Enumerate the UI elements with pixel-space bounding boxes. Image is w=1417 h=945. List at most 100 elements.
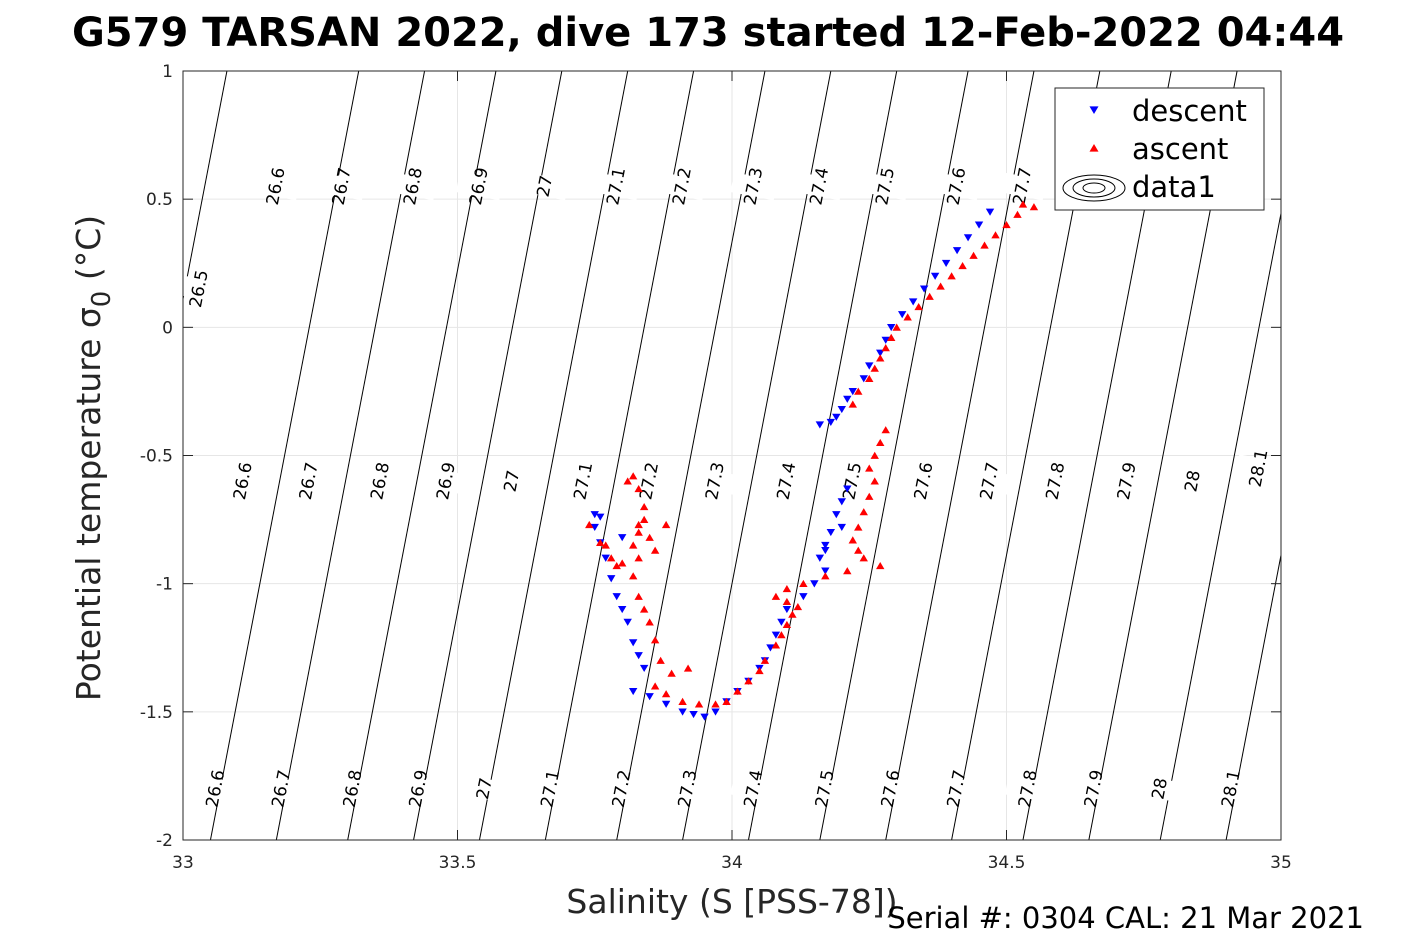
ascent-point [876, 561, 885, 570]
ascent-point [859, 554, 868, 562]
contour-line-26.9 [413, 71, 563, 840]
ascent-point [650, 682, 660, 690]
contour-label: 26.9 [466, 166, 493, 207]
ascent-point [876, 354, 885, 362]
descent-point [766, 644, 775, 652]
descent-point [919, 285, 929, 293]
contour-label: 27 [533, 174, 557, 199]
descent-point [799, 593, 808, 601]
ascent-point [634, 554, 643, 562]
descent-point [974, 221, 984, 229]
ascent-point [771, 641, 781, 649]
x-axis-ticks: 33 33.5 34 34.5 35 [172, 71, 1292, 873]
descent-point [596, 513, 605, 521]
serial-calibration-text: Serial #: 0304 CAL: 21 Mar 2021 [887, 901, 1364, 935]
contour-label-bg [1235, 454, 1283, 483]
contour-label: 28 [1148, 776, 1172, 801]
y-tick-label: -2 [156, 831, 173, 851]
x-tick-label: 33 [172, 853, 194, 873]
contour-label-bg [1208, 774, 1256, 803]
legend-box [1054, 87, 1265, 211]
ascent-point [854, 387, 863, 395]
contour-label: 27.3 [702, 461, 729, 502]
ascent-point [733, 687, 742, 695]
ascent-point [947, 272, 956, 280]
contour-line-27 [478, 71, 629, 840]
contour-label: 26.7 [296, 461, 323, 502]
descent-point [628, 639, 638, 647]
descent-point [777, 618, 786, 626]
ascent-point [623, 477, 632, 485]
ascent-point [628, 572, 638, 580]
ascent-point [925, 292, 934, 300]
ascent-point [634, 520, 643, 529]
ascent-point [782, 585, 792, 593]
y-axis-label-subscript: 0 [87, 291, 117, 308]
descent-point [952, 247, 962, 255]
contour-label-bg [1004, 774, 1052, 803]
contour-label-bg [1103, 467, 1151, 496]
y-tick-label: 1 [162, 62, 173, 82]
legend-ellipse-inner [1082, 182, 1106, 194]
descent-point [771, 631, 781, 639]
ascent-point [711, 700, 720, 708]
contour-labels: 26.5 26.6 26.6 26.6 26.7 26.7 26.7 26.8 26.8 26.8… [175, 166, 1283, 809]
x-tick-label: 34 [721, 853, 743, 873]
contour-line-27.6 [885, 71, 1035, 840]
x-tick-label: 35 [1270, 853, 1292, 873]
contour-label-bg [659, 172, 707, 201]
descent-point [639, 664, 649, 673]
contour-label-bg [395, 774, 443, 803]
contour-label: 26.9 [433, 461, 460, 502]
ascent-point [881, 426, 890, 434]
descent-point [821, 541, 830, 549]
contour-label: 28.1 [1218, 768, 1245, 809]
ascent-point [628, 472, 638, 480]
descent-point [607, 575, 616, 583]
ascent-point [782, 597, 792, 605]
contour-line-28 [1159, 210, 1281, 840]
ascent-point [634, 485, 643, 493]
contour-label-bg [1136, 774, 1184, 803]
contour-label: 27.9 [1081, 768, 1108, 809]
y-tick-label: 0 [162, 318, 173, 338]
legend-descent-marker [1089, 106, 1099, 115]
ascent-point [881, 344, 890, 352]
ascent-point [848, 400, 857, 408]
ascent-point [991, 231, 1000, 239]
ascent-point [661, 520, 671, 529]
y-tick-label: -1 [156, 575, 173, 595]
contour-label-bg [1169, 467, 1217, 496]
contour-label: 27.7 [944, 768, 971, 809]
y-axis-label-main: Potential temperature σ [69, 307, 108, 701]
contour-label: 26.6 [203, 768, 230, 809]
descent-point [645, 693, 654, 701]
contour-line-27.4 [747, 71, 898, 840]
contour-label-bg [455, 172, 503, 201]
x-tick-label: 34.5 [988, 853, 1026, 873]
ascent-point [639, 502, 649, 511]
descent-point [837, 406, 846, 414]
contour-line-26.5 [183, 71, 228, 302]
descent-point [815, 421, 825, 429]
contour-label-bg [521, 172, 569, 201]
ascent-point [1029, 203, 1039, 211]
contour-label-bg [461, 774, 509, 803]
ascent-point [870, 477, 879, 485]
contour-label: 27.7 [977, 461, 1004, 502]
descent-point [700, 713, 709, 721]
y-axis-ticks: -2 -1.5 -1 -0.5 0 0.5 1 [140, 62, 1281, 851]
contour-label-bg [357, 467, 405, 496]
legend-data1-label: data1 [1132, 170, 1216, 204]
descent-point [832, 511, 841, 519]
descent-point [628, 687, 638, 696]
contour-line-27.2 [616, 71, 766, 840]
descent-point [623, 618, 632, 626]
ascent-point [596, 538, 605, 547]
descent-point [661, 700, 671, 708]
descent-point [634, 652, 643, 660]
ascent-point [722, 697, 731, 705]
y-axis-label: Potential temperature σ0 (°C) [69, 215, 117, 701]
contour-label-bg [796, 172, 844, 201]
descent-point [618, 534, 627, 542]
